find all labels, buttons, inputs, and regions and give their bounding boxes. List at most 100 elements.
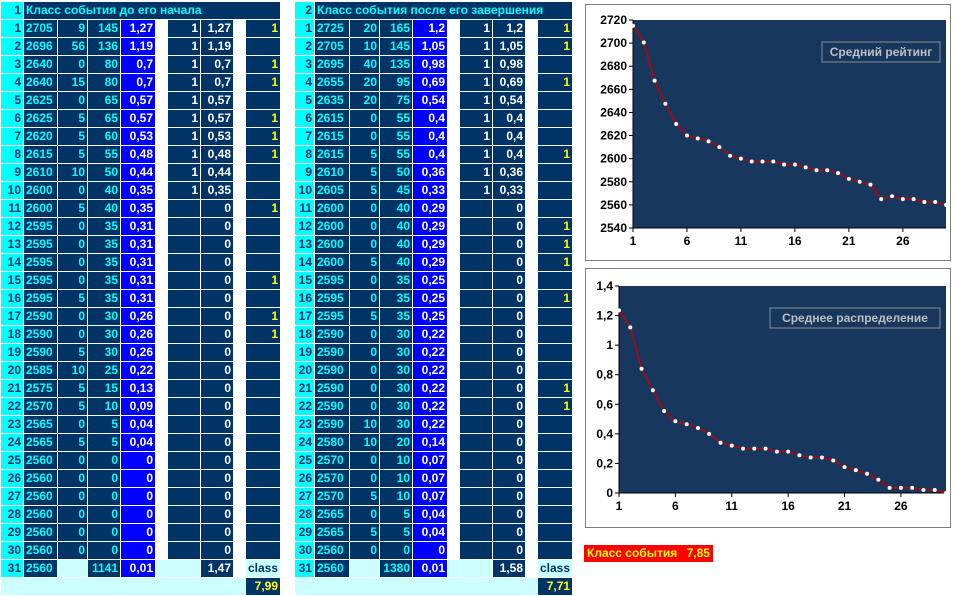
data-point [803, 165, 808, 170]
value-cell: 1,05 [492, 37, 526, 56]
table-row: 15 2595 0 35 0,25 0 [294, 271, 574, 290]
row-number: 14 [0, 253, 24, 272]
value-cell: 0,44 [200, 163, 234, 182]
data-point [729, 443, 734, 448]
row-number: 15 [294, 271, 315, 290]
summary-blank [349, 559, 380, 578]
spacer-cell [525, 37, 538, 56]
indicator-cell: 1 [167, 37, 201, 56]
table-row: 4 2640 15 80 0,7 1 0,7 1 [0, 73, 282, 92]
row-number: 1 [294, 19, 315, 38]
value-cell: 0,36 [492, 163, 526, 182]
rating-cell: 2565 [314, 523, 350, 542]
table-row: 1 2705 9 145 1,27 1 1,27 1 [0, 19, 282, 38]
points-cell: 40 [379, 199, 413, 218]
y-tick-label: 2560 [600, 198, 627, 212]
table-row: 26 2570 0 10 0,07 0 [294, 469, 574, 488]
event-class-result: Класс события 7,85 [584, 545, 713, 562]
coefficient-cell: 0 [120, 523, 156, 542]
spacer-cell [155, 487, 168, 506]
points-cell: 0 [87, 523, 121, 542]
spacer-cell [155, 361, 168, 380]
spacer-cell [525, 91, 538, 110]
summary-blank [447, 559, 460, 578]
flag-cell: 1 [244, 127, 282, 146]
summary-coefficient: 0,01 [412, 559, 448, 578]
delta-cell: 0 [349, 505, 380, 524]
table-summary-row: 31 2560 1141 0,01 1,47 class [0, 559, 282, 578]
points-cell: 145 [87, 19, 121, 38]
flag-cell [536, 415, 574, 434]
row-number: 6 [294, 109, 315, 128]
delta-cell: 10 [57, 163, 88, 182]
table-row: 10 2600 0 40 0,35 1 0,35 [0, 181, 282, 200]
rating-cell: 2560 [23, 469, 58, 488]
x-tick-label: 11 [725, 499, 738, 513]
value-cell: 0,7 [200, 73, 234, 92]
row-number: 30 [0, 541, 24, 560]
coefficient-cell: 1,2 [412, 19, 448, 38]
y-tick-label: 0,2 [596, 456, 613, 470]
indicator-cell: 1 [459, 109, 493, 128]
value-cell: 0 [492, 487, 526, 506]
flag-cell [536, 127, 574, 146]
y-tick-label: 2700 [600, 36, 627, 50]
delta-cell: 5 [57, 379, 88, 398]
table-row: 5 2635 20 75 0,54 1 0,54 [294, 91, 574, 110]
points-cell: 0 [87, 505, 121, 524]
table-header-row: 2 Класс события после его завершения [294, 1, 574, 20]
spacer-cell [447, 451, 460, 470]
spacer-cell [155, 217, 168, 236]
spacer-cell [233, 145, 246, 164]
table-row: 6 2625 5 65 0,57 1 0,57 1 [0, 109, 282, 128]
row-number: 13 [0, 235, 24, 254]
spacer-cell [525, 289, 538, 308]
delta-cell: 0 [57, 505, 88, 524]
rating-cell: 2600 [23, 199, 58, 218]
rating-cell: 2560 [23, 523, 58, 542]
delta-cell: 5 [349, 163, 380, 182]
spacer-cell [525, 253, 538, 272]
y-tick-label: 2660 [600, 82, 627, 96]
value-cell: 0 [200, 415, 234, 434]
coefficient-cell: 0,04 [120, 415, 156, 434]
spacer-cell [233, 487, 246, 506]
flag-cell [244, 235, 282, 254]
points-cell: 95 [379, 73, 413, 92]
rating-cell: 2640 [23, 73, 58, 92]
data-point [782, 162, 787, 167]
delta-cell: 0 [57, 325, 88, 344]
table-row: 5 2625 0 65 0,57 1 0,57 [0, 91, 282, 110]
delta-cell: 5 [57, 343, 88, 362]
data-point [825, 168, 830, 173]
rating-cell: 2605 [314, 181, 350, 200]
value-cell: 1,27 [200, 19, 234, 38]
coefficient-cell: 0,54 [412, 91, 448, 110]
value-cell: 0 [200, 289, 234, 308]
summary-class-label: class [244, 559, 282, 578]
delta-cell: 10 [349, 37, 380, 56]
data-point [819, 455, 824, 460]
spacer-cell [155, 415, 168, 434]
delta-cell: 0 [57, 523, 88, 542]
delta-cell: 56 [57, 37, 88, 56]
flag-cell [244, 289, 282, 308]
row-number: 4 [294, 73, 315, 92]
data-point [738, 156, 743, 161]
flag-cell [536, 91, 574, 110]
spacer-cell [525, 397, 538, 416]
coefficient-cell: 0,31 [120, 217, 156, 236]
data-point [814, 168, 819, 173]
value-cell: 1,19 [200, 37, 234, 56]
rating-cell: 2705 [23, 19, 58, 38]
data-point [650, 388, 655, 393]
value-cell: 0 [492, 235, 526, 254]
rating-cell: 2565 [23, 433, 58, 452]
flag-cell [536, 433, 574, 452]
table-row: 11 2600 5 40 0,35 0 1 [0, 199, 282, 218]
flag-cell [244, 469, 282, 488]
flag-cell: 1 [244, 199, 282, 218]
spacer-cell [525, 55, 538, 74]
value-cell: 0,57 [200, 91, 234, 110]
row-number: 5 [0, 91, 24, 110]
